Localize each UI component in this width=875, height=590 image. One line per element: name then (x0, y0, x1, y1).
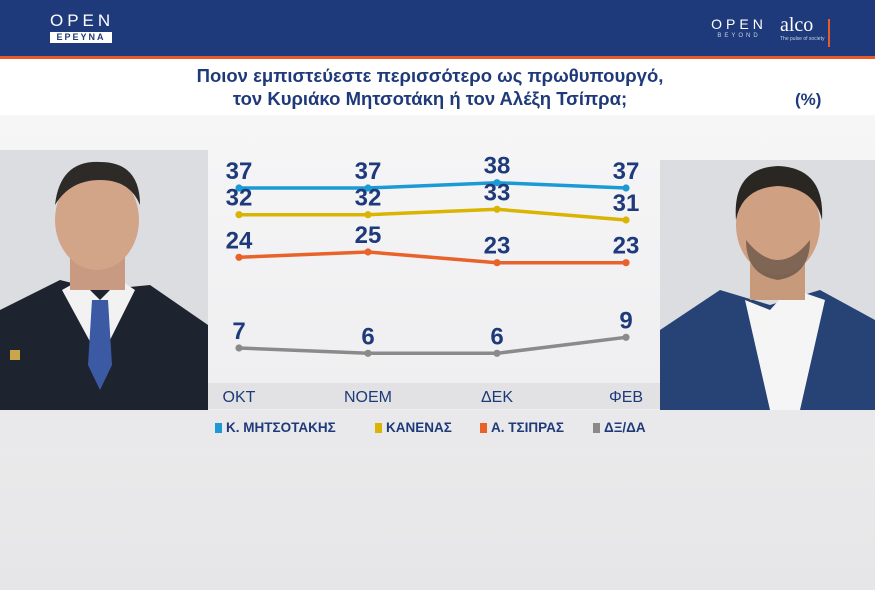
data-point (493, 349, 501, 357)
brand-open-beyond-text: OPEN (711, 16, 767, 32)
open-beyond-logo: OPEN BEYOND (706, 16, 772, 40)
chart-title: Ποιον εμπιστεύεστε περισσότερο ως πρωθυπ… (196, 65, 664, 86)
data-point (235, 184, 243, 192)
data-point (235, 344, 243, 352)
series-points (235, 179, 630, 357)
data-label: 7 (232, 318, 245, 345)
legend-item: Α. ΤΣΙΠΡΑΣ (480, 419, 564, 437)
legend-item: ΚΑΝΕΝΑΣ (375, 419, 452, 437)
data-label: 9 (619, 307, 632, 334)
data-point (364, 248, 372, 256)
data-label: 25 (355, 222, 382, 249)
data-point (493, 179, 501, 187)
x-tick-label: ΦΕΒ (609, 389, 643, 406)
data-label: 31 (613, 190, 640, 217)
series-line-2 (239, 207, 627, 222)
legend-label: Α. ΤΣΙΠΡΑΣ (491, 420, 564, 435)
data-label: 38 (484, 153, 511, 180)
data-point (622, 184, 630, 192)
data-label: 23 (613, 233, 640, 260)
data-point (622, 333, 630, 341)
data-point (364, 349, 372, 357)
data-label: 37 (226, 158, 253, 185)
series-line-1 (239, 180, 627, 190)
legend-label: Κ. ΜΗΤΣΟΤΑΚΗΣ (226, 420, 336, 435)
legend-swatch (375, 423, 382, 433)
data-point (493, 259, 501, 267)
data-point (493, 205, 501, 213)
data-point (622, 259, 630, 267)
data-label: 37 (355, 158, 382, 185)
x-tick-label: ΟΚΤ (223, 389, 256, 406)
data-label: 32 (355, 185, 382, 212)
data-label: 37 (613, 158, 640, 185)
data-label: 32 (226, 185, 253, 212)
right-portrait-image (660, 160, 875, 410)
series-line-3 (238, 250, 626, 265)
brand-beyond-text: BEYOND (717, 33, 761, 39)
legend-item: ΔΞ/ΔΑ (593, 419, 646, 437)
chart-subtitle: τον Κυριάκο Μητσοτάκη ή τον Αλέξη Τσίπρα… (232, 88, 628, 109)
x-axis-band (205, 383, 665, 409)
brand-open-text: OPEN (50, 11, 115, 30)
data-point (235, 253, 243, 261)
alco-logo: alco The pulse of society (780, 14, 824, 43)
legend-label: ΔΞ/ΔΑ (604, 420, 646, 435)
open-erevna-logo: OPEN ΕΡΕΥΝΑ (50, 12, 112, 43)
title-panel: Ποιον εμπιστεύεστε περισσότερο ως πρωθυπ… (0, 59, 875, 115)
alco-name: alco (780, 14, 814, 36)
x-tick-label: ΔΕΚ (481, 389, 513, 406)
data-label: 6 (490, 323, 503, 350)
legend-band (0, 410, 875, 450)
series-line-4 (238, 335, 627, 356)
legend-swatch (593, 423, 600, 433)
legend-item: Κ. ΜΗΤΣΟΤΑΚΗΣ (215, 419, 336, 437)
data-label: 23 (484, 233, 511, 260)
unit-label: (%) (795, 90, 822, 109)
series-lines (238, 180, 627, 356)
alco-tagline: The pulse of society (780, 36, 825, 42)
data-point (622, 216, 630, 224)
left-portrait-image (0, 150, 208, 410)
x-axis-labels: ΟΚΤ ΝΟΕΜ ΔΕΚ ΦΕΒ (223, 389, 644, 406)
x-tick-label: ΝΟΕΜ (344, 389, 392, 406)
legend-swatch (480, 423, 487, 433)
data-point (364, 211, 372, 219)
data-point (364, 184, 372, 192)
data-label: 24 (226, 227, 253, 254)
alco-divider (828, 19, 830, 47)
data-label: 6 (361, 323, 374, 350)
legend-swatch (215, 423, 222, 433)
brand-erevna-text: ΕΡΕΥΝΑ (50, 32, 112, 43)
data-point (235, 211, 243, 219)
header-bar: OPEN ΕΡΕΥΝΑ OPEN BEYOND alco The pulse o… (0, 0, 875, 59)
legend-label: ΚΑΝΕΝΑΣ (386, 420, 452, 435)
data-label: 33 (484, 179, 511, 206)
